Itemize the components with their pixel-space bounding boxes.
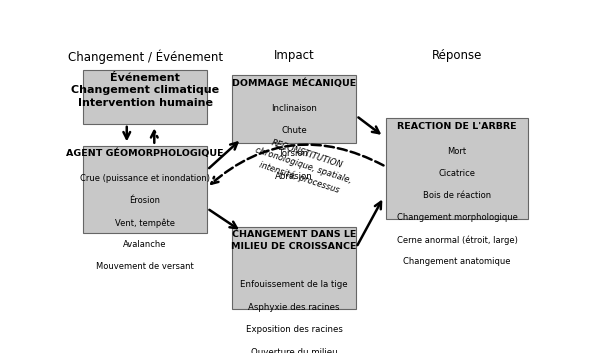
Text: Réponse: Réponse [432,49,482,62]
FancyBboxPatch shape [232,227,356,309]
Text: Inclinaison: Inclinaison [271,104,317,113]
Text: Enfouissement de la tige: Enfouissement de la tige [240,280,348,289]
Text: REACTION DE L'ARBRE: REACTION DE L'ARBRE [397,122,517,131]
Text: Crue (puissance et inondation): Crue (puissance et inondation) [80,174,210,183]
Text: Mouvement de versant: Mouvement de versant [96,262,194,271]
Text: Érosion: Érosion [130,196,160,205]
Text: Torsion: Torsion [279,149,309,158]
FancyBboxPatch shape [83,70,207,124]
Text: AGENT GÉOMORPHOLOGIQUE: AGENT GÉOMORPHOLOGIQUE [66,149,224,158]
Text: Événement
Changement climatique
Intervention humaine: Événement Changement climatique Interven… [71,73,219,108]
Text: Cerne anormal (étroit, large): Cerne anormal (étroit, large) [397,235,517,245]
Text: Asphyxie des racines: Asphyxie des racines [249,303,340,312]
FancyBboxPatch shape [83,146,207,233]
Text: Exposition des racines: Exposition des racines [246,325,343,334]
Text: Changement morphologique: Changement morphologique [397,213,517,222]
FancyBboxPatch shape [232,75,356,143]
Text: Impact: Impact [274,49,314,62]
Text: DOMMAGE MÉCANIQUE: DOMMAGE MÉCANIQUE [232,78,356,88]
Text: Changement anatomique: Changement anatomique [403,257,511,266]
FancyBboxPatch shape [386,119,528,219]
Text: Changement / Événement: Changement / Événement [67,49,223,64]
Text: Vent, tempête: Vent, tempête [115,218,175,228]
Text: Avalanche: Avalanche [123,240,167,249]
Text: Ouverture du milieu: Ouverture du milieu [251,348,337,353]
Text: Mort: Mort [448,147,466,156]
Text: Chute: Chute [281,126,307,135]
Text: Abrasion: Abrasion [275,172,313,181]
Text: CHANGEMENT DANS LE
MILIEU DE CROISSANCE: CHANGEMENT DANS LE MILIEU DE CROISSANCE [231,231,357,251]
Text: Bois de réaction: Bois de réaction [423,191,491,200]
Text: RECONSTITUTION
chronologique, spatiale,
intensité, processus: RECONSTITUTION chronologique, spatiale, … [250,134,356,197]
Text: Cicatrice: Cicatrice [439,169,475,178]
